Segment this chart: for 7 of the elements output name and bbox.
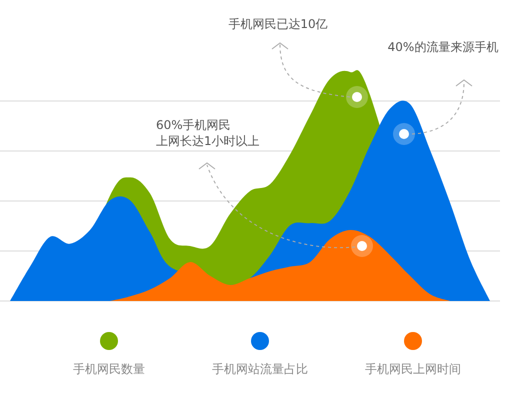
legend-label: 手机网民数量 [73,362,145,376]
annotation: 60%手机网民 [156,118,231,132]
legend-label: 手机网站流量占比 [212,362,308,376]
annotation: 上网长达1小时以上 [156,134,260,148]
text: 手机网民已达10亿 [228,17,328,31]
text: 40%的流量来源手机 [388,40,498,54]
legend-label: 手机网民上网时间 [365,362,461,376]
